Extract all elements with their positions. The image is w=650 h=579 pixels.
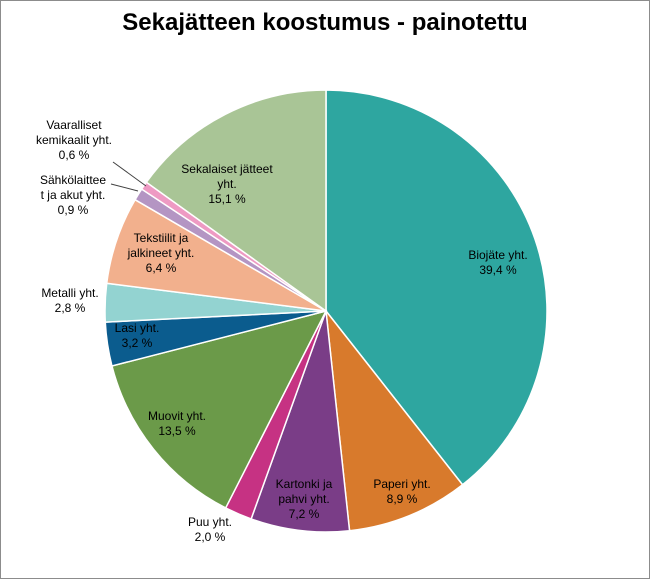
slice-label: Vaaralliset kemikaalit yht. 0,6 % (36, 118, 112, 162)
pie-slice (145, 89, 327, 313)
leader-line (112, 161, 147, 187)
slice-label: Sekalaiset jätteet yht. 15,1 % (181, 162, 273, 206)
pie-slice (325, 89, 548, 486)
slice-label: Kartonki ja pahvi yht. 7,2 % (276, 477, 333, 521)
pie-slice (324, 308, 464, 532)
chart-title: Sekajätteen koostumus - painotettu (122, 9, 528, 36)
pie-slice (111, 309, 328, 509)
slice-label: Biojäte yht. 39,4 % (468, 248, 527, 277)
pie-slice (250, 310, 351, 533)
slice-label: Tekstiilit ja jalkineet yht. 6,4 % (127, 231, 195, 275)
slice-label: Paperi yht. 8,9 % (373, 477, 430, 506)
slice-label: Metalli yht. 2,8 % (41, 286, 98, 315)
slice-label: Lasi yht. 3,2 % (115, 321, 160, 350)
slice-label: Sähkölaittee t ja akut yht. 0,9 % (40, 173, 106, 217)
slice-label: Puu yht. 2,0 % (188, 515, 232, 544)
leader-line (110, 183, 139, 192)
slice-label: Muovit yht. 13,5 % (148, 409, 206, 438)
